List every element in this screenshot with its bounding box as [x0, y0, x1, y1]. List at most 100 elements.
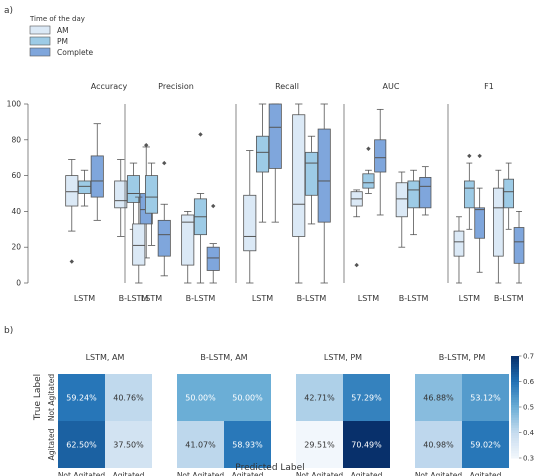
colorbar-segment [511, 404, 519, 408]
box-iqr [474, 207, 485, 239]
heatmap-cell-label: 62.50% [66, 441, 97, 450]
heatmap-cell-lstm-am-r1c1 [105, 421, 152, 468]
box-auc-b-lstm-complete [419, 166, 432, 216]
box-precision-b-lstm-complete [206, 203, 220, 284]
x-tick-label: B-LSTM [186, 294, 216, 303]
colorbar-segment [511, 368, 519, 372]
box-iqr [268, 103, 282, 169]
box-precision-b-lstm-am [181, 210, 195, 284]
colorbar-tick-label: 0.7 [523, 353, 534, 361]
box-precision-b-lstm-pm [193, 132, 208, 284]
box-f1-lstm-pm [463, 153, 475, 230]
box-accuracy-lstm-complete [90, 123, 104, 221]
box-iqr [513, 227, 525, 264]
heatmap-col-label: Agitated [351, 471, 383, 476]
colorbar-segment [511, 427, 519, 431]
box-auc-lstm-am [350, 189, 363, 268]
x-tick-label: LSTM [252, 294, 273, 303]
x-tick-label: LSTM [141, 294, 162, 303]
colorbar-segment [511, 452, 519, 456]
colorbar-segment [511, 384, 519, 388]
y-tick-label: 0 [16, 279, 21, 288]
heatmap-col-label: Not Agitated [58, 471, 106, 476]
y-tick-label: 20 [11, 243, 21, 252]
box-accuracy-lstm-pm [78, 169, 92, 207]
colorbar-segment [511, 401, 519, 405]
box-precision-lstm-complete [157, 160, 171, 277]
colorbar-segment [511, 440, 519, 444]
box-recall-b-lstm-am [292, 103, 306, 284]
box-iqr [144, 175, 159, 214]
box-recall-b-lstm-complete [317, 103, 331, 284]
box-iqr [304, 151, 318, 196]
colorbar-tick-label: 0.6 [523, 378, 535, 386]
heatmap-cell-b-lstm-am-r0c0 [177, 374, 224, 421]
colorbar-segment [511, 358, 519, 362]
heatmap-col-label: Agitated [232, 471, 264, 476]
legend: Time of the day AM PM Complete [29, 15, 94, 57]
heatmap-row-label: Not Agitated [47, 374, 56, 422]
legend-swatch-pm [29, 36, 51, 46]
heatmap-ylabel: True Label [33, 374, 43, 421]
panel-label-a: a) [4, 6, 13, 16]
heatmap-cell-label: 46.88% [423, 394, 454, 403]
legend-title: Time of the day [29, 15, 85, 23]
box-panel-title: Precision [158, 82, 194, 91]
box-iqr [78, 180, 92, 194]
outlier-marker [162, 160, 167, 166]
colorbar-segment [511, 435, 519, 439]
legend-label-pm: PM [57, 37, 68, 46]
heatmap-cell-b-lstm-am-r0c1 [224, 374, 271, 421]
colorbar-segment [511, 381, 519, 385]
box-panel-title: AUC [383, 82, 400, 91]
heatmap-title: B-LSTM, PM [439, 353, 486, 362]
heatmap-cell-label: 57.29% [351, 394, 382, 403]
colorbar-segment [511, 373, 519, 377]
heatmap-col-label: Not Agitated [177, 471, 225, 476]
box-f1-lstm-complete [474, 153, 485, 273]
box-iqr [292, 114, 306, 237]
colorbar-segment [511, 442, 519, 446]
box-panel-title: F1 [484, 82, 494, 91]
colorbar-segment [511, 437, 519, 441]
colorbar: 0.7 0.6 0.5 0.4 0.3 [511, 353, 535, 463]
colorbar-segment [511, 356, 519, 360]
x-tick-label: LSTM [358, 294, 379, 303]
colorbar-segment [511, 407, 519, 411]
x-tick-label: LSTM [74, 294, 95, 303]
box-iqr [65, 175, 79, 207]
heatmap-cell-lstm-am-r0c0 [58, 374, 105, 421]
x-tick-label: B-LSTM [119, 294, 149, 303]
box-iqr [362, 173, 375, 189]
heatmap-title: B-LSTM, AM [200, 353, 247, 362]
box-iqr [493, 187, 504, 257]
box-recall-lstm-complete [268, 103, 282, 223]
box-iqr [407, 180, 420, 209]
box-iqr [206, 246, 220, 271]
colorbar-segment [511, 399, 519, 403]
box-iqr [395, 182, 408, 218]
heatmap-cell-label: 50.00% [232, 394, 263, 403]
legend-swatch-am [29, 25, 51, 35]
outlier-marker [198, 132, 203, 137]
colorbar-segment [511, 366, 519, 370]
heatmap-cell-lstm-pm-r1c1 [343, 421, 390, 468]
heatmap-cell-label: 53.12% [470, 394, 501, 403]
outlier-marker [366, 146, 371, 151]
heatmap-row-label: Agitated [47, 428, 56, 460]
box-auc-lstm-pm [362, 146, 375, 194]
colorbar-segment [511, 414, 519, 418]
heatmap-cell-lstm-pm-r0c0 [296, 374, 343, 421]
colorbar-segment [511, 396, 519, 400]
colorbar-segment [511, 409, 519, 413]
x-tick-label: B-LSTM [399, 294, 429, 303]
heatmap-cell-lstm-am-r0c1 [105, 374, 152, 421]
outlier-marker [467, 153, 472, 159]
heatmap-cell-label: 42.71% [304, 394, 335, 403]
outlier-marker [354, 262, 359, 268]
y-tick-label: 60 [11, 171, 21, 180]
heatmap-cell-label: 50.00% [185, 394, 216, 403]
heatmap-col-label: Not Agitated [296, 471, 344, 476]
colorbar-segment [511, 412, 519, 416]
